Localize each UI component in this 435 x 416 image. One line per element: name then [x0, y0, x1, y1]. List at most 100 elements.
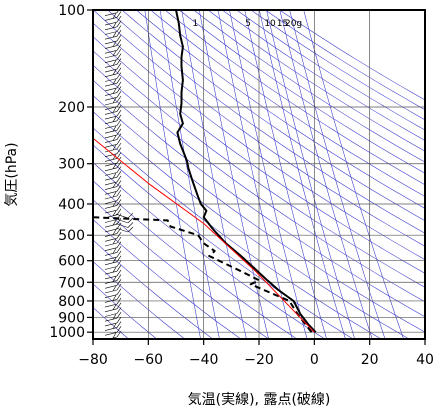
- x-tick-label: −80: [78, 352, 108, 368]
- dry-adiabat-line: [93, 127, 382, 339]
- wind-barb-feather: [116, 86, 122, 93]
- dry-adiabat-line: [93, 95, 425, 333]
- wind-barb: [104, 307, 122, 317]
- wind-barb-feather: [116, 316, 122, 324]
- wind-barb: [104, 91, 122, 101]
- wind-barb-feather: [116, 312, 122, 319]
- wind-barb: [104, 297, 122, 308]
- wind-barb-feather: [112, 22, 117, 28]
- wind-barb-feather: [116, 297, 122, 305]
- wind-barb-feather: [112, 13, 117, 19]
- wind-barb-feather: [116, 293, 122, 300]
- wind-barb-staff: [104, 139, 118, 143]
- mixing-ratio-line: [289, 10, 386, 339]
- wind-barb-feather: [116, 81, 122, 89]
- y-tick-label: 600: [58, 254, 85, 270]
- dry-adiabat-line: [150, 10, 425, 197]
- wind-barb-staff: [104, 322, 118, 327]
- wind-barb-staff: [104, 223, 118, 228]
- dry-adiabat-line: [193, 10, 425, 163]
- wind-barb-staff: [104, 120, 118, 125]
- dry-adiabat-line: [250, 10, 425, 121]
- wind-barb-feather: [127, 212, 134, 219]
- wind-barb-staff: [104, 233, 118, 237]
- wind-barb-feather: [112, 276, 117, 282]
- wind-barb-staff: [115, 223, 129, 228]
- wind-barb-feather: [116, 269, 122, 277]
- wind-barb-feather: [116, 199, 122, 206]
- wind-barb-staff: [104, 144, 118, 148]
- wind-barb-feather: [116, 138, 122, 145]
- wind-barb-staff: [104, 252, 118, 256]
- wind-barb-feather: [116, 67, 122, 74]
- wind-barb-feather: [116, 62, 122, 70]
- wind-barb-staff: [104, 35, 118, 40]
- wind-barb-feather: [112, 257, 117, 263]
- wind-barb-staff: [115, 213, 129, 219]
- y-tick-label: 700: [58, 275, 85, 291]
- mixing-ratio-lines: [144, 10, 404, 339]
- wind-barb: [104, 109, 122, 120]
- mixing-ratio-line: [279, 10, 373, 339]
- y-axis-title: 気圧(hPa): [4, 142, 20, 206]
- wind-barb-staff: [104, 64, 118, 68]
- wind-barb-staff: [104, 308, 118, 313]
- wind-barb-feather: [116, 208, 122, 215]
- wind-barb: [104, 100, 122, 110]
- wind-barb-staff: [104, 327, 118, 331]
- wind-barb: [115, 217, 134, 224]
- wind-barb-feather: [116, 105, 122, 112]
- y-tick-label: 500: [58, 228, 85, 244]
- dry-adiabat-line: [93, 144, 354, 339]
- y-tick-label: 800: [58, 294, 85, 310]
- wind-barb-feather: [116, 236, 122, 244]
- wind-barb-staff: [104, 21, 118, 26]
- wind-barb-feather: [116, 124, 122, 131]
- wind-barb-feather: [112, 88, 117, 94]
- wind-barb-staff: [104, 219, 118, 223]
- wind-barb: [104, 293, 122, 303]
- wind-barb: [104, 138, 122, 148]
- wind-barb-staff: [104, 242, 118, 247]
- wind-barb: [104, 34, 122, 45]
- wind-barb-staff: [104, 26, 118, 31]
- wind-barb-staff: [104, 256, 118, 261]
- wind-barb: [104, 156, 122, 167]
- mixing-ratio-line: [244, 10, 327, 339]
- dry-adiabat-line: [93, 219, 241, 339]
- wind-barb-feather: [116, 218, 122, 225]
- wind-barb-feather: [127, 222, 134, 228]
- wind-barb-staff: [104, 45, 118, 49]
- temperature-profile-line: [175, 10, 317, 333]
- wind-barb-feather: [116, 166, 122, 173]
- wind-barb-feather: [116, 283, 122, 291]
- wind-barb-feather: [116, 10, 120, 13]
- dry-adiabat-line: [222, 10, 425, 141]
- wind-barb: [104, 269, 122, 280]
- wind-barb-staff: [104, 270, 118, 275]
- wind-barb-staff: [104, 294, 118, 298]
- wind-barb-feather: [112, 173, 117, 179]
- wind-barb-feather: [116, 152, 122, 159]
- wind-barb: [115, 212, 134, 219]
- wind-barb-staff: [104, 195, 118, 200]
- y-tick-label: 200: [58, 100, 85, 116]
- wind-barb: [104, 283, 122, 294]
- wind-barb-feather: [116, 255, 122, 262]
- wind-barb-feather: [112, 50, 117, 57]
- mixing-ratio-label: 10: [264, 19, 276, 29]
- wind-barb: [104, 124, 122, 134]
- wind-barb-staff: [104, 176, 118, 181]
- wind-barb: [104, 44, 122, 54]
- wind-barb-feather: [112, 191, 117, 198]
- wind-barb-staff: [104, 299, 118, 303]
- mixing-ratio-line: [266, 10, 355, 339]
- wind-barb: [104, 189, 122, 200]
- wind-barb: [104, 95, 122, 106]
- y-tick-label: 100: [58, 3, 85, 19]
- wind-barb-feather: [116, 203, 122, 211]
- y-tick-label: 400: [58, 197, 85, 213]
- wind-barb-feather: [116, 95, 122, 103]
- wind-barb: [104, 166, 122, 176]
- wind-barb-feather: [127, 226, 134, 233]
